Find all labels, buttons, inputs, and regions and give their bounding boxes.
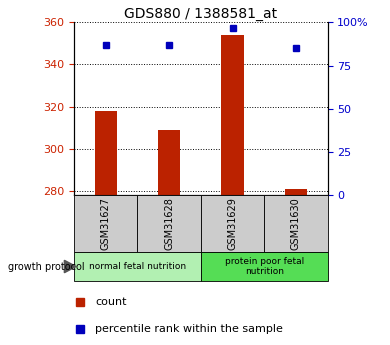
Text: GSM31627: GSM31627 [101,197,111,250]
Bar [285,189,307,195]
Text: growth protocol: growth protocol [8,262,84,272]
FancyBboxPatch shape [74,252,201,281]
FancyBboxPatch shape [201,252,328,281]
FancyBboxPatch shape [137,195,201,252]
Text: GSM31629: GSM31629 [227,197,238,250]
FancyBboxPatch shape [74,195,137,252]
Bar [158,130,180,195]
Text: count: count [96,297,127,307]
Text: protein poor fetal
nutrition: protein poor fetal nutrition [225,257,304,276]
FancyBboxPatch shape [264,195,328,252]
Text: percentile rank within the sample: percentile rank within the sample [96,324,283,334]
Bar [95,111,117,195]
Text: normal fetal nutrition: normal fetal nutrition [89,262,186,271]
Text: GSM31628: GSM31628 [164,197,174,250]
Title: GDS880 / 1388581_at: GDS880 / 1388581_at [124,7,277,21]
Text: GSM31630: GSM31630 [291,197,301,250]
Bar [222,35,244,195]
FancyBboxPatch shape [201,195,264,252]
